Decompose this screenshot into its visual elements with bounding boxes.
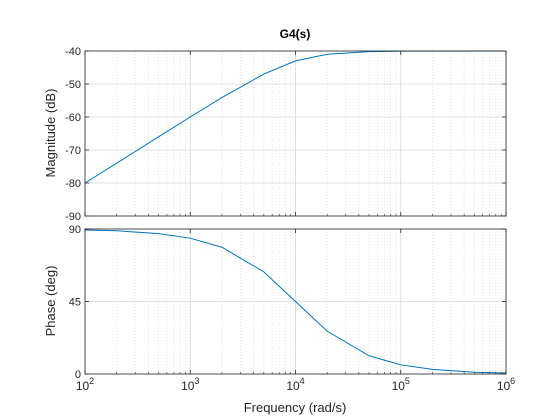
- magnitude-axes: -90 -80 -70 -60 -50 -40: [65, 46, 506, 223]
- magnitude-y-tick-label: -70: [65, 145, 81, 157]
- phase-y-tick-label: 45: [69, 297, 81, 309]
- x-tick-label: 102: [76, 376, 94, 393]
- phase-y-tick-label: 90: [69, 224, 81, 236]
- magnitude-y-tick-label: -90: [65, 211, 81, 223]
- x-tick-label: 105: [392, 376, 410, 393]
- magnitude-y-tick-label: -40: [65, 46, 81, 58]
- phase-y-label: Phase (deg): [43, 266, 58, 337]
- x-tick-label: 103: [181, 376, 199, 393]
- chart-title: G4(s): [280, 27, 311, 41]
- x-tick-label: 106: [497, 376, 515, 393]
- x-axis-label: Frequency (rad/s): [244, 400, 347, 415]
- magnitude-y-label: Magnitude (dB): [43, 89, 58, 178]
- magnitude-y-tick-label: -80: [65, 178, 81, 190]
- x-tick-label: 104: [286, 376, 304, 393]
- magnitude-y-tick-label: -50: [65, 79, 81, 91]
- magnitude-y-tick-label: -60: [65, 112, 81, 124]
